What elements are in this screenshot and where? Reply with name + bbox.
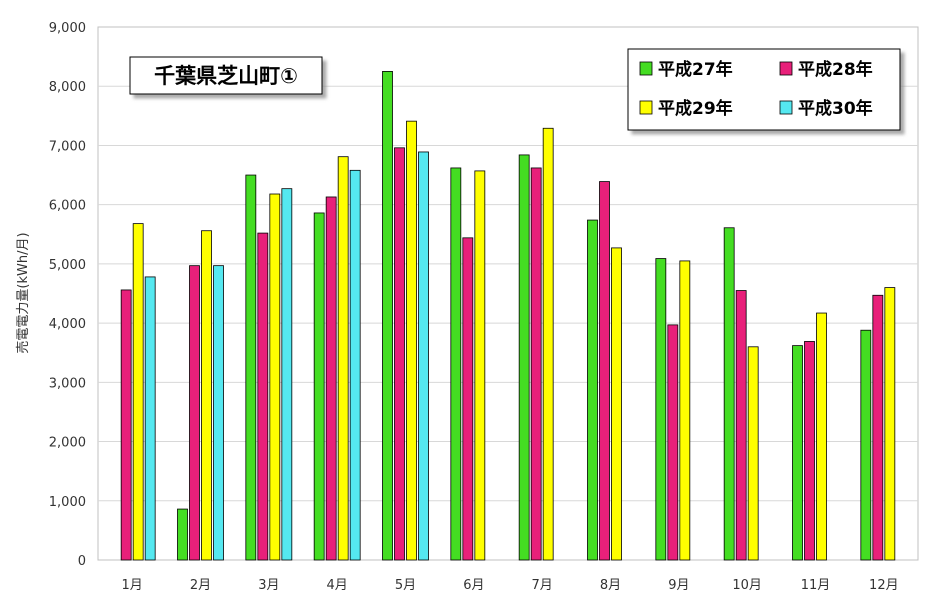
chart-title-box: 千葉県芝山町① xyxy=(129,56,323,95)
y-tick-label: 5,000 xyxy=(49,258,86,273)
x-tick-label: 2月 xyxy=(190,578,211,593)
chart-title: 千葉県芝山町① xyxy=(154,64,298,88)
bar xyxy=(450,167,462,561)
bar xyxy=(245,174,257,561)
bar xyxy=(201,230,212,561)
bar xyxy=(177,508,188,561)
y-axis-label: 売電電力量(kWh/月) xyxy=(15,232,31,353)
bar xyxy=(120,289,132,561)
x-tick-label: 8月 xyxy=(600,578,621,593)
bar xyxy=(872,294,884,561)
bar xyxy=(462,237,474,561)
legend-label: 平成29年 xyxy=(658,98,733,119)
gridlines xyxy=(98,85,918,502)
x-tick-label: 12月 xyxy=(869,578,899,593)
bar xyxy=(418,151,429,561)
x-axis-ticks: 1月 2月 3月 4月 5月 6月 7月 8月 9月 10月 11月 12月 xyxy=(122,578,899,593)
y-tick-label: 2,000 xyxy=(49,436,86,451)
legend-label: 平成27年 xyxy=(658,59,733,80)
bar xyxy=(792,345,803,561)
bar xyxy=(884,287,896,561)
bar xyxy=(281,188,293,561)
bar xyxy=(257,232,269,561)
bar xyxy=(723,227,735,561)
bar xyxy=(804,341,815,561)
bar xyxy=(542,127,554,561)
x-tick-label: 9月 xyxy=(668,578,689,593)
y-tick-label: 8,000 xyxy=(49,80,86,95)
x-tick-label: 3月 xyxy=(258,578,279,593)
x-tick-label: 11月 xyxy=(801,578,831,593)
bar xyxy=(349,169,361,561)
bar xyxy=(382,71,393,561)
bar xyxy=(474,170,486,561)
bar xyxy=(667,324,679,561)
bar xyxy=(747,346,759,561)
legend-label: 平成30年 xyxy=(798,98,873,119)
x-tick-label: 4月 xyxy=(327,578,348,593)
bar xyxy=(189,265,200,561)
bar xyxy=(394,147,405,561)
y-tick-label: 1,000 xyxy=(49,495,86,510)
bar xyxy=(530,167,542,561)
bar xyxy=(587,219,598,561)
bar xyxy=(213,265,224,561)
y-tick-label: 6,000 xyxy=(49,199,86,214)
y-tick-label: 3,000 xyxy=(49,376,86,391)
y-tick-label: 0 xyxy=(78,554,86,569)
x-tick-label: 7月 xyxy=(532,578,553,593)
bar xyxy=(611,247,622,561)
bar xyxy=(816,312,827,561)
x-tick-label: 5月 xyxy=(395,578,416,593)
y-tick-label: 9,000 xyxy=(49,21,86,36)
x-tick-label: 6月 xyxy=(463,578,484,593)
bar xyxy=(599,181,610,561)
bar xyxy=(313,212,325,561)
bar xyxy=(655,258,667,561)
legend-label: 平成28年 xyxy=(798,59,873,80)
legend-swatch xyxy=(639,61,653,76)
bar xyxy=(679,260,691,561)
bar xyxy=(735,290,747,561)
bar xyxy=(144,276,156,561)
y-tick-label: 7,000 xyxy=(49,139,86,154)
bar xyxy=(860,329,872,561)
bar xyxy=(132,223,144,561)
bar xyxy=(406,120,417,561)
legend-swatch xyxy=(779,61,793,76)
bar xyxy=(325,196,337,561)
legend-swatch xyxy=(639,100,653,115)
y-tick-label: 4,000 xyxy=(49,317,86,332)
bars xyxy=(120,71,896,561)
legend-swatch xyxy=(779,100,793,115)
bar xyxy=(337,156,349,561)
x-tick-label: 1月 xyxy=(122,578,143,593)
y-axis-ticks: 0 1,000 2,000 3,000 4,000 5,000 6,000 7,000 8,00… xyxy=(49,21,86,569)
bar xyxy=(269,193,281,561)
bar xyxy=(518,154,530,561)
x-tick-label: 10月 xyxy=(732,578,762,593)
